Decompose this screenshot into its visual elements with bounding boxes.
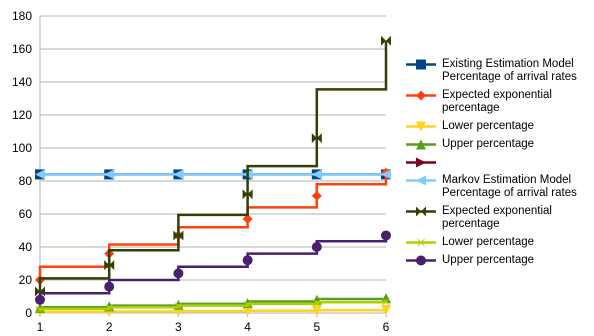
legend-label: Upper percentage <box>442 138 535 150</box>
chart: 0 20 40 60 80 100 120 140 160 180 1 2 3 4 5 6 <box>12 9 391 334</box>
x-tick-label: 6 <box>383 320 390 334</box>
marker <box>416 59 426 70</box>
legend-item: Markov Estimation Model Percentage of ar… <box>404 174 592 200</box>
y-tick-label: 40 <box>19 240 33 254</box>
y-tick-label: 180 <box>12 9 32 23</box>
y-tick-label: 140 <box>12 75 32 89</box>
marker <box>381 296 391 307</box>
marker <box>35 294 45 305</box>
legend-item: Upper percentage <box>404 138 592 151</box>
marker <box>381 230 391 241</box>
legend-swatch <box>406 59 436 70</box>
marker <box>242 299 253 310</box>
marker <box>311 242 322 252</box>
marker <box>104 281 115 292</box>
legend: Existing Estimation Model Percentage of … <box>404 58 592 272</box>
legend-label: Existing Estimation Model Percentage of … <box>442 58 577 83</box>
marker <box>381 169 391 180</box>
marker <box>35 304 45 315</box>
x-tick-label: 3 <box>175 320 182 334</box>
marker <box>416 139 426 150</box>
marker <box>242 255 253 266</box>
y-tick-label: 80 <box>19 174 33 188</box>
marker <box>104 169 115 180</box>
series-line <box>38 172 388 280</box>
x-tick-label: 5 <box>313 320 320 334</box>
legend-item: Lower percentage <box>404 236 592 249</box>
marker <box>416 90 426 101</box>
y-tick-label: 0 <box>25 306 32 320</box>
x-tick-label: 1 <box>37 320 44 334</box>
marker <box>173 268 184 279</box>
legend-swatch <box>406 255 436 266</box>
legend-label: Upper percentage <box>442 254 535 266</box>
legend-item: Lower percentage <box>404 120 592 133</box>
legend-swatch <box>406 139 436 150</box>
marker <box>104 303 115 314</box>
marker <box>173 230 184 241</box>
marker <box>104 260 115 271</box>
legend-label: Lower percentage <box>442 236 535 248</box>
marker <box>311 190 322 201</box>
marker <box>242 213 253 224</box>
legend-label: Lower percentage <box>442 120 535 132</box>
marker <box>416 255 426 266</box>
y-tick-label: 100 <box>12 141 32 155</box>
legend-swatch <box>406 121 436 132</box>
legend-item: Expected exponential percentage <box>404 205 592 231</box>
marker <box>242 189 253 200</box>
marker <box>416 157 426 168</box>
legend-swatch <box>406 175 436 186</box>
marker <box>35 169 45 180</box>
legend-label: Expected exponential percentage <box>442 205 552 230</box>
marker <box>173 301 184 312</box>
legend-item: Expected exponential percentage <box>404 89 592 115</box>
marker <box>381 293 391 304</box>
series-line <box>38 40 388 292</box>
marker <box>311 298 322 309</box>
marker <box>311 305 322 316</box>
marker <box>416 121 426 132</box>
legend-item: Existing Estimation Model Percentage of … <box>404 58 592 84</box>
legend-swatch <box>406 237 436 248</box>
marker <box>173 169 184 180</box>
marker <box>381 35 391 46</box>
marker <box>416 237 426 248</box>
marker <box>416 206 426 217</box>
legend-swatch <box>406 90 436 101</box>
y-tick-label: 60 <box>19 207 33 221</box>
x-tick-label: 2 <box>106 320 113 334</box>
series-line <box>38 309 388 314</box>
y-tick-label: 160 <box>12 42 32 56</box>
legend-item: Upper percentage <box>404 254 592 267</box>
marker <box>242 306 253 317</box>
y-tick-label: 20 <box>19 273 33 287</box>
legend-item <box>404 156 592 169</box>
legend-label: Expected exponential percentage <box>442 89 552 114</box>
marker <box>311 169 322 180</box>
marker <box>381 305 391 316</box>
x-tick-label: 4 <box>244 320 251 334</box>
marker <box>416 175 426 186</box>
legend-swatch <box>406 206 436 217</box>
marker <box>311 133 322 144</box>
y-tick-label: 120 <box>12 108 32 122</box>
legend-swatch <box>406 157 436 168</box>
legend-label: Markov Estimation Model Percentage of ar… <box>442 174 577 199</box>
